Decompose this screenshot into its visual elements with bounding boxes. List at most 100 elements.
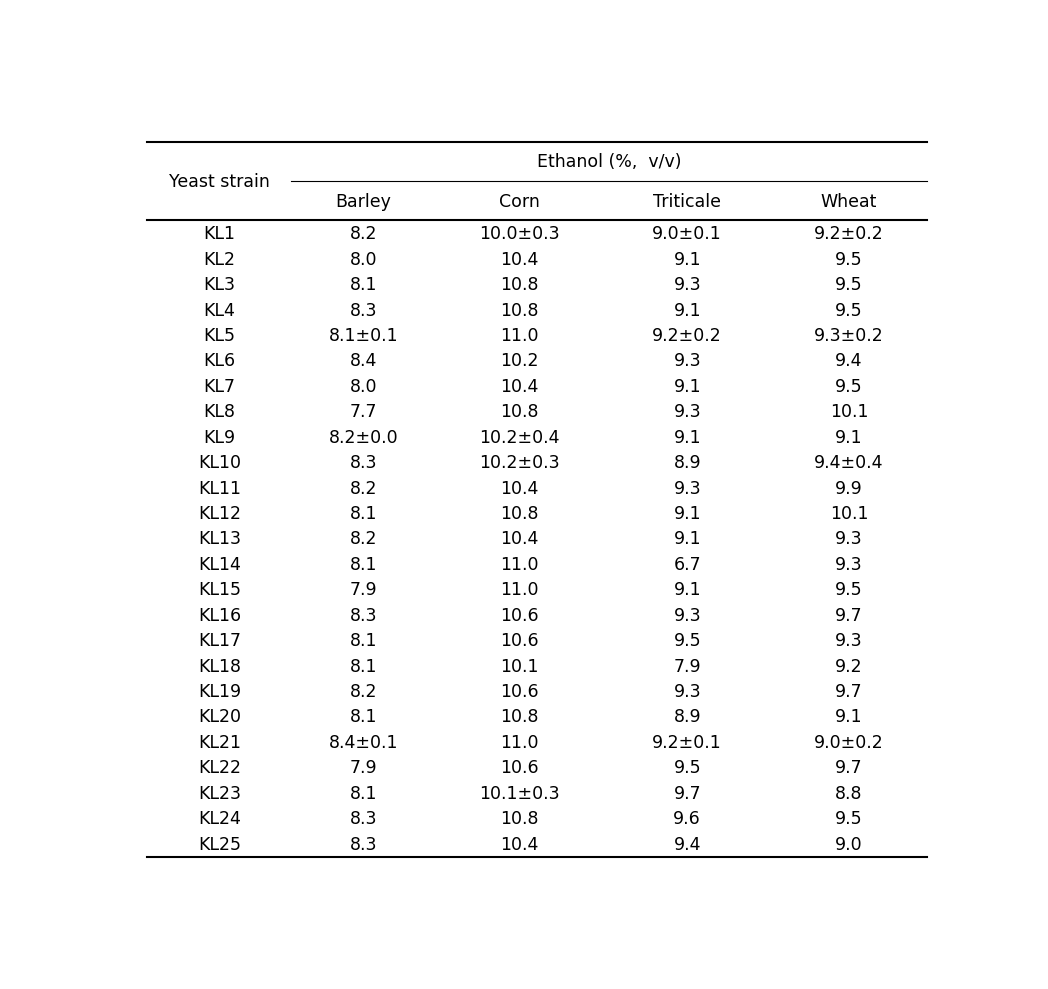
Text: 10.4: 10.4: [500, 480, 539, 497]
Text: 9.2±0.2: 9.2±0.2: [652, 327, 722, 345]
Text: 9.5: 9.5: [835, 582, 863, 599]
Text: KL10: KL10: [198, 454, 241, 472]
Text: KL3: KL3: [203, 276, 236, 294]
Text: 10.6: 10.6: [500, 606, 539, 625]
Text: KL6: KL6: [203, 352, 236, 370]
Text: 9.3±0.2: 9.3±0.2: [814, 327, 883, 345]
Text: 8.9: 8.9: [674, 708, 701, 727]
Text: 9.2±0.2: 9.2±0.2: [814, 225, 883, 243]
Text: KL5: KL5: [203, 327, 236, 345]
Text: 8.2±0.0: 8.2±0.0: [329, 428, 398, 447]
Text: 9.1: 9.1: [674, 428, 701, 447]
Text: 8.9: 8.9: [674, 454, 701, 472]
Text: 10.4: 10.4: [500, 250, 539, 269]
Text: 9.0: 9.0: [835, 836, 863, 854]
Text: 7.9: 7.9: [674, 658, 701, 675]
Text: KL25: KL25: [198, 836, 241, 854]
Text: KL20: KL20: [198, 708, 241, 727]
Text: Barley: Barley: [335, 194, 392, 212]
Text: 10.4: 10.4: [500, 378, 539, 396]
Text: KL12: KL12: [198, 505, 241, 523]
Text: 10.1±0.3: 10.1±0.3: [479, 785, 560, 803]
Text: Wheat: Wheat: [821, 194, 877, 212]
Text: 8.4±0.1: 8.4±0.1: [329, 734, 398, 752]
Text: 10.8: 10.8: [500, 708, 539, 727]
Text: KL2: KL2: [203, 250, 236, 269]
Text: 8.1: 8.1: [350, 556, 377, 574]
Text: 8.1: 8.1: [350, 658, 377, 675]
Text: 10.6: 10.6: [500, 683, 539, 701]
Text: KL19: KL19: [198, 683, 241, 701]
Text: 7.9: 7.9: [350, 582, 377, 599]
Text: 8.1: 8.1: [350, 276, 377, 294]
Text: 9.6: 9.6: [673, 810, 701, 828]
Text: 7.7: 7.7: [350, 404, 377, 421]
Text: KL8: KL8: [203, 404, 236, 421]
Text: Corn: Corn: [499, 194, 540, 212]
Text: 10.8: 10.8: [500, 302, 539, 319]
Text: KL16: KL16: [198, 606, 241, 625]
Text: 9.1: 9.1: [835, 428, 863, 447]
Text: KL23: KL23: [198, 785, 241, 803]
Text: 9.4: 9.4: [674, 836, 701, 854]
Text: 9.3: 9.3: [835, 530, 863, 549]
Text: 9.5: 9.5: [674, 632, 701, 650]
Text: 9.5: 9.5: [835, 378, 863, 396]
Text: KL24: KL24: [198, 810, 241, 828]
Text: 8.2: 8.2: [350, 530, 377, 549]
Text: 9.3: 9.3: [835, 632, 863, 650]
Text: 9.2±0.1: 9.2±0.1: [652, 734, 722, 752]
Text: 8.4: 8.4: [350, 352, 377, 370]
Text: 9.5: 9.5: [835, 810, 863, 828]
Text: KL13: KL13: [198, 530, 241, 549]
Text: 10.2: 10.2: [500, 352, 539, 370]
Text: 8.3: 8.3: [350, 836, 377, 854]
Text: 9.1: 9.1: [835, 708, 863, 727]
Text: 9.7: 9.7: [835, 683, 863, 701]
Text: 10.0±0.3: 10.0±0.3: [479, 225, 560, 243]
Text: 8.1: 8.1: [350, 505, 377, 523]
Text: 11.0: 11.0: [500, 327, 539, 345]
Text: 8.3: 8.3: [350, 606, 377, 625]
Text: KL7: KL7: [203, 378, 236, 396]
Text: 8.1: 8.1: [350, 785, 377, 803]
Text: 9.7: 9.7: [835, 760, 863, 777]
Text: KL11: KL11: [198, 480, 241, 497]
Text: 9.3: 9.3: [674, 606, 701, 625]
Text: KL17: KL17: [198, 632, 241, 650]
Text: 10.8: 10.8: [500, 404, 539, 421]
Text: KL9: KL9: [203, 428, 236, 447]
Text: 9.0±0.1: 9.0±0.1: [652, 225, 722, 243]
Text: 10.2±0.4: 10.2±0.4: [479, 428, 560, 447]
Text: 9.4±0.4: 9.4±0.4: [814, 454, 883, 472]
Text: KL22: KL22: [198, 760, 241, 777]
Text: 8.2: 8.2: [350, 683, 377, 701]
Text: 11.0: 11.0: [500, 582, 539, 599]
Text: 8.3: 8.3: [350, 810, 377, 828]
Text: 10.4: 10.4: [500, 530, 539, 549]
Text: 9.5: 9.5: [835, 302, 863, 319]
Text: 8.1: 8.1: [350, 632, 377, 650]
Text: 9.3: 9.3: [674, 276, 701, 294]
Text: 11.0: 11.0: [500, 556, 539, 574]
Text: 10.2±0.3: 10.2±0.3: [479, 454, 560, 472]
Text: 9.0±0.2: 9.0±0.2: [814, 734, 883, 752]
Text: 9.7: 9.7: [835, 606, 863, 625]
Text: 9.2: 9.2: [835, 658, 863, 675]
Text: 9.4: 9.4: [835, 352, 863, 370]
Text: 9.3: 9.3: [674, 352, 701, 370]
Text: 9.1: 9.1: [674, 505, 701, 523]
Text: KL18: KL18: [198, 658, 241, 675]
Text: 9.1: 9.1: [674, 378, 701, 396]
Text: 10.8: 10.8: [500, 505, 539, 523]
Text: 9.3: 9.3: [674, 404, 701, 421]
Text: 9.1: 9.1: [674, 530, 701, 549]
Text: Triticale: Triticale: [653, 194, 721, 212]
Text: KL21: KL21: [198, 734, 241, 752]
Text: 10.4: 10.4: [500, 836, 539, 854]
Text: 9.5: 9.5: [835, 250, 863, 269]
Text: KL4: KL4: [203, 302, 236, 319]
Text: 9.1: 9.1: [674, 302, 701, 319]
Text: 6.7: 6.7: [674, 556, 701, 574]
Text: 8.2: 8.2: [350, 480, 377, 497]
